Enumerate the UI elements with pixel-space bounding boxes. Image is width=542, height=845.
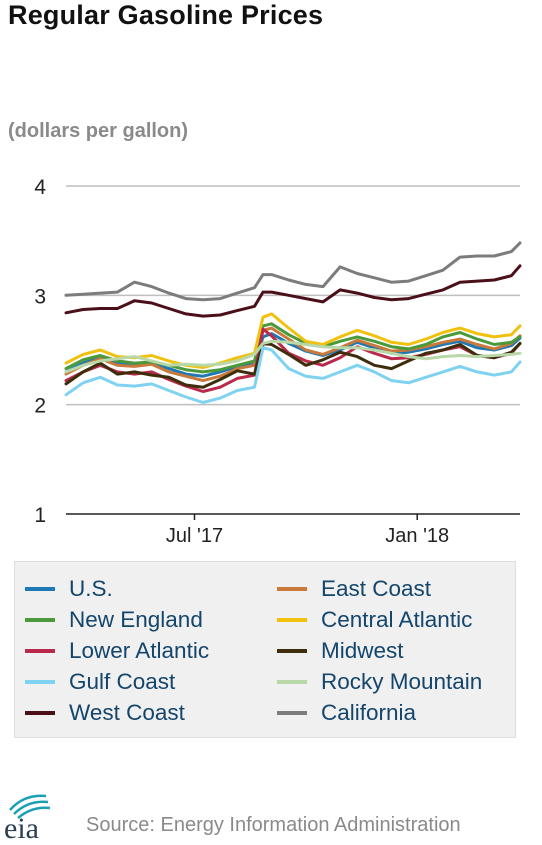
legend-swatch — [277, 618, 307, 622]
legend-swatch — [25, 680, 55, 684]
legend-item: West Coast — [25, 700, 185, 726]
chart-title: Regular Gasoline Prices — [8, 0, 324, 30]
chart-legend: U.S. East Coast New England Central Atlanti… — [14, 561, 516, 738]
legend-label: U.S. — [69, 576, 113, 601]
series-line-rocky-mountain — [64, 339, 522, 374]
legend-label: California — [321, 700, 417, 725]
legend-item: California — [277, 700, 416, 726]
legend-label: East Coast — [321, 576, 432, 601]
y-tick-label: 3 — [34, 285, 46, 308]
x-tick-label: Jan '18 — [385, 525, 449, 547]
eia-logo-text: eia — [4, 812, 39, 844]
y-tick-label: 1 — [34, 504, 46, 527]
series-line-midwest — [64, 341, 522, 389]
legend-label: Midwest — [321, 638, 404, 663]
legend-swatch — [277, 587, 307, 591]
eia-logo-icon: eia — [4, 794, 51, 844]
legend-label: Central Atlantic — [321, 607, 473, 632]
series-line-new-england — [64, 322, 522, 374]
legend-swatch — [277, 711, 307, 715]
units-label: (dollars per gallon) — [8, 120, 189, 142]
y-tick-label: 2 — [34, 395, 46, 418]
legend-item: East Coast — [277, 576, 431, 602]
series-line-east-coast — [64, 326, 522, 383]
legend-item: Gulf Coast — [25, 669, 175, 695]
legend-swatch — [25, 618, 55, 622]
legend-label: Lower Atlantic — [69, 638, 210, 663]
legend-item: Lower Atlantic — [25, 638, 209, 664]
source-note: Source: Energy Information Administratio… — [86, 814, 461, 836]
x-tick-label: Jul '17 — [166, 525, 223, 547]
series-line-west-coast — [64, 264, 522, 318]
legend-label: West Coast — [69, 700, 185, 725]
legend-swatch — [277, 680, 307, 684]
legend-label: Gulf Coast — [69, 669, 176, 694]
legend-item: U.S. — [25, 576, 113, 602]
legend-item: Rocky Mountain — [277, 669, 482, 695]
series-line-gulf-coast — [64, 346, 522, 404]
legend-label: New England — [69, 607, 203, 632]
legend-swatch — [25, 587, 55, 591]
legend-item: New England — [25, 607, 203, 633]
legend-item: Central Atlantic — [277, 607, 472, 633]
legend-swatch — [25, 649, 55, 653]
series-line-central-atlantic — [64, 312, 522, 369]
legend-label: Rocky Mountain — [321, 669, 483, 694]
series-line-california — [64, 241, 522, 302]
line-chart: 1 2 3 4 Jul '17 Jan '18 — [34, 176, 522, 547]
legend-swatch — [25, 711, 55, 715]
y-tick-label: 4 — [34, 176, 46, 199]
legend-swatch — [277, 649, 307, 653]
legend-item: Midwest — [277, 638, 404, 664]
